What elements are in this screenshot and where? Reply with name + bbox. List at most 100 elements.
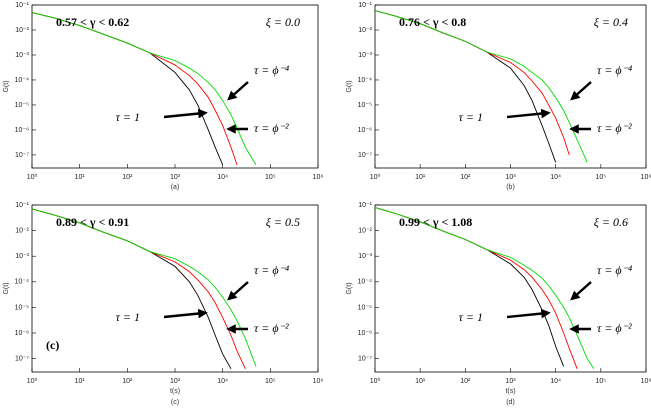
series-label: τ = ϕ⁻⁴ (597, 263, 632, 277)
y-tick-label: 10⁻⁵ (15, 304, 29, 311)
data-line (375, 10, 557, 163)
plot-frame (31, 4, 319, 169)
panel: 10⁰ 10¹ 10² 10³ 10⁴ 10⁵ 10⁶ 10⁻¹ 10⁻² 10⁻³ 10⁻⁴ 10⁻… (346, 2, 651, 191)
data-line (375, 207, 595, 370)
data-line (32, 208, 257, 367)
y-axis-label: G(t) (346, 80, 353, 92)
y-tick-label: 10⁻⁶ (15, 127, 29, 134)
y-tick-label: 10⁻⁴ (15, 279, 30, 286)
y-tick-label: 10⁻⁶ (15, 330, 29, 337)
y-tick-label: 10⁻⁴ (15, 77, 30, 84)
x-tick-label: 10⁴ (217, 174, 228, 181)
x-tick-label: 10³ (505, 174, 516, 181)
x-tick-label: 10⁰ (370, 377, 381, 385)
y-tick-label: 10⁻⁷ (358, 355, 372, 362)
plot-frame (31, 204, 319, 373)
y-tick-label: 10⁻² (358, 227, 372, 234)
x-tick-label: 10⁵ (595, 174, 606, 181)
y-tick-label: 10⁻³ (15, 52, 29, 59)
x-tick-label: 10⁶ (313, 378, 324, 385)
x-tick-label: 10⁰ (27, 377, 38, 385)
y-tick-label: 10⁻¹ (358, 202, 372, 209)
x-tick-label: 10³ (505, 378, 516, 385)
y-tick-label: 10⁻² (15, 227, 29, 234)
y-tick-label: 10⁻⁶ (358, 127, 372, 134)
x-tick-label: 10³ (170, 174, 181, 181)
y-tick-label: 10⁻⁴ (358, 279, 373, 286)
range-label: 0.76 < γ < 0.8 (399, 15, 466, 29)
panel-caption: (a) (171, 184, 180, 191)
x-tick-label: 10⁶ (641, 378, 651, 385)
series-label: τ = ϕ⁻⁴ (254, 263, 289, 277)
y-tick-label: 10⁻⁵ (15, 102, 29, 109)
x-tick-label: 10¹ (415, 174, 426, 181)
y-tick-label: 10⁻⁴ (358, 77, 373, 84)
x-tick-label: 10⁶ (313, 174, 324, 181)
data-line (32, 12, 257, 166)
data-line (375, 10, 588, 163)
series-label: τ = ϕ⁻² (254, 121, 289, 135)
x-tick-label: 10⁵ (595, 378, 606, 385)
series-label: τ = ϕ⁻⁴ (254, 63, 289, 77)
data-line (32, 12, 238, 166)
x-tick-label: 10² (460, 174, 471, 181)
data-line (32, 12, 224, 166)
panel-caption: (d) (506, 399, 515, 406)
annotation-arrow (163, 108, 208, 119)
series-label: τ = 1 (459, 110, 483, 124)
x-tick-label: 10⁴ (550, 174, 561, 181)
y-tick-label: 10⁻³ (358, 52, 372, 59)
series-label: τ = 1 (116, 310, 140, 324)
annotation-arrow (570, 281, 592, 301)
xi-label: ξ = 0.5 (266, 215, 300, 229)
panel-caption: (b) (506, 184, 515, 191)
y-tick-label: 10⁻¹ (15, 2, 29, 9)
series-label: τ = ϕ⁻² (597, 321, 632, 335)
panel: 10⁰ 10¹ 10² 10³ 10⁴ 10⁵ 10⁶ 10⁻¹ 10⁻² 10⁻³ 10⁻⁴ 10⁻… (346, 202, 651, 406)
x-tick-label: 10¹ (415, 378, 426, 385)
panel: 10⁰ 10¹ 10² 10³ 10⁴ 10⁵ 10⁶ 10⁻¹ 10⁻² 10⁻³ 10⁻⁴ 10⁻… (3, 2, 324, 191)
x-tick-label: 10⁴ (550, 378, 561, 385)
data-line (32, 208, 232, 370)
x-tick-label: 10² (460, 378, 471, 385)
y-tick-label: 10⁻⁷ (15, 355, 29, 362)
x-tick-label: 10⁶ (641, 174, 651, 181)
x-tick-label: 10⁴ (217, 378, 228, 385)
series-label: τ = 1 (459, 310, 483, 324)
y-tick-label: 10⁻³ (15, 253, 29, 260)
x-tick-label: 10² (122, 174, 133, 181)
annotation-arrow (506, 108, 551, 119)
x-tick-label: 10⁵ (265, 174, 276, 181)
annotation-arrow (163, 308, 208, 319)
series-label: τ = 1 (116, 110, 140, 124)
panel: 10⁰ 10¹ 10² 10³ 10⁴ 10⁵ 10⁶ 10⁻¹ 10⁻² 10⁻³ 10⁻⁴ 10⁻… (3, 202, 324, 406)
x-axis-label: t(s) (170, 388, 180, 395)
data-line (375, 207, 578, 369)
y-tick-label: 10⁻⁷ (358, 152, 372, 159)
y-axis-label: G(t) (346, 282, 353, 294)
annotation-arrow (570, 81, 592, 101)
range-label: 0.99 < γ < 1.08 (399, 215, 472, 229)
panel-mark: (c) (46, 338, 59, 352)
y-tick-label: 10⁻³ (358, 253, 372, 260)
y-tick-label: 10⁻⁵ (358, 304, 372, 311)
series-label: τ = ϕ⁻² (254, 321, 289, 335)
range-label: 0.57 < γ < 0.62 (56, 15, 129, 29)
annotation-arrow (506, 308, 551, 319)
annotation-arrow (227, 281, 249, 301)
x-tick-label: 10⁵ (265, 378, 276, 385)
x-axis-label: t(s) (505, 388, 515, 395)
x-tick-label: 10¹ (75, 174, 86, 181)
y-tick-label: 10⁻² (15, 27, 29, 34)
x-tick-label: 10³ (170, 378, 181, 385)
data-line (375, 207, 565, 367)
xi-label: ξ = 0.6 (594, 215, 628, 229)
y-tick-label: 10⁻² (358, 27, 372, 34)
data-line (375, 10, 570, 156)
x-tick-label: 10² (122, 378, 133, 385)
y-tick-label: 10⁻⁶ (358, 330, 372, 337)
plot-frame (374, 204, 647, 373)
series-label: τ = ϕ⁻² (597, 121, 632, 135)
annotation-arrow (227, 81, 249, 101)
